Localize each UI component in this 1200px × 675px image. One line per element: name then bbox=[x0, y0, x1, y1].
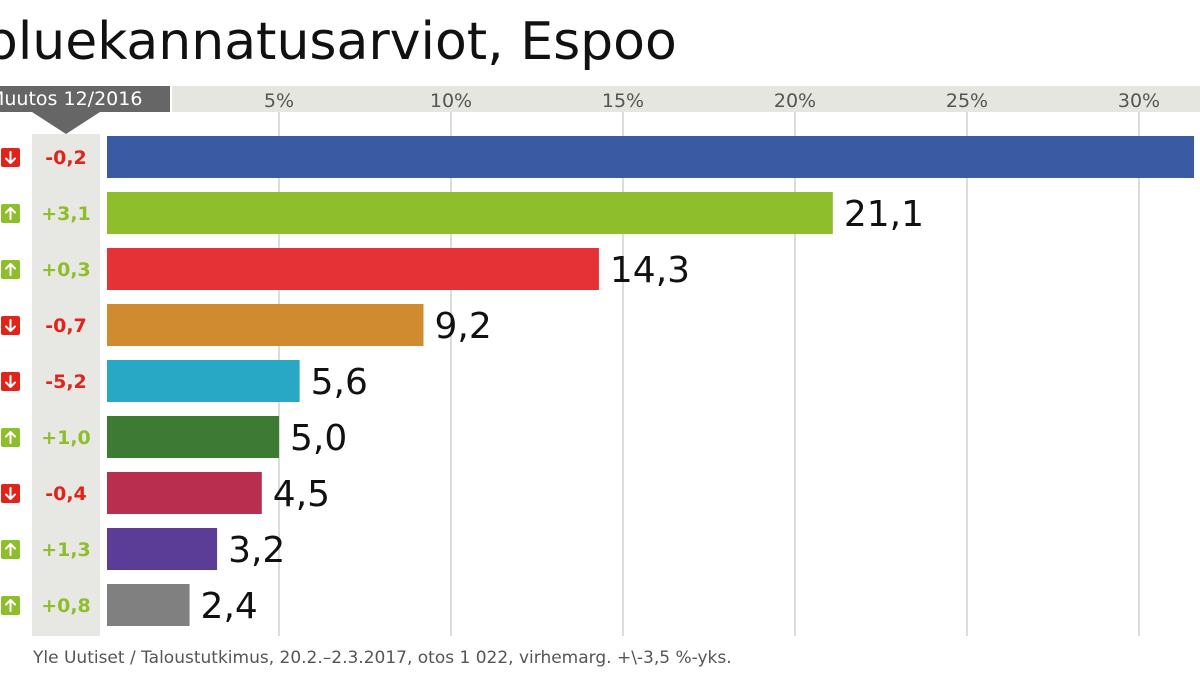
change-value: -5,2 bbox=[45, 371, 87, 393]
chart-title: oluekannatusarviot, Espoo bbox=[0, 12, 677, 72]
bar-value-label: 21,1 bbox=[844, 194, 924, 235]
bar-value-label: 4,5 bbox=[273, 474, 330, 515]
bar bbox=[107, 584, 190, 626]
arrow-down-glyph bbox=[5, 151, 16, 164]
axis-band bbox=[172, 86, 1200, 112]
change-header-pointer bbox=[32, 112, 100, 134]
bar bbox=[107, 360, 300, 402]
arrow-up-glyph bbox=[5, 431, 16, 444]
change-column-header: Muutos 12/2016 bbox=[0, 86, 170, 112]
bar-value-label: 14,3 bbox=[610, 250, 690, 291]
arrow-down-glyph bbox=[5, 375, 16, 388]
x-tick-label: 5% bbox=[264, 90, 294, 112]
change-value: +1,0 bbox=[41, 427, 91, 449]
x-tick-label: 15% bbox=[602, 90, 644, 112]
change-value: -0,4 bbox=[45, 483, 87, 505]
change-value: +0,8 bbox=[41, 595, 91, 617]
source-note: Yle Uutiset / Taloustutkimus, 20.2.–2.3.… bbox=[33, 648, 732, 668]
arrow-up-glyph bbox=[5, 263, 16, 276]
bar-value-label: 5,0 bbox=[290, 418, 347, 459]
arrow-up-glyph bbox=[5, 207, 16, 220]
change-value: -0,7 bbox=[45, 315, 87, 337]
bar-value-label: 2,4 bbox=[201, 586, 258, 627]
x-tick-label: 10% bbox=[430, 90, 472, 112]
arrow-down-glyph bbox=[5, 487, 16, 500]
bar bbox=[107, 304, 424, 346]
arrow-up-glyph bbox=[5, 599, 16, 612]
x-tick-label: 30% bbox=[1118, 90, 1160, 112]
x-tick-label: 25% bbox=[946, 90, 988, 112]
change-value: +3,1 bbox=[41, 203, 91, 225]
bar bbox=[107, 248, 599, 290]
change-value: +1,3 bbox=[41, 539, 91, 561]
arrow-up-glyph bbox=[5, 543, 16, 556]
arrow-down-glyph bbox=[5, 319, 16, 332]
change-value: +0,3 bbox=[41, 259, 91, 281]
bar bbox=[107, 136, 1195, 178]
bar-value-label: 3,2 bbox=[228, 530, 285, 571]
bar bbox=[107, 416, 279, 458]
bar-value-label: 5,6 bbox=[311, 362, 368, 403]
bar-value-label: 9,2 bbox=[434, 306, 491, 347]
bar bbox=[107, 192, 833, 234]
x-tick-label: 20% bbox=[774, 90, 816, 112]
change-column bbox=[32, 134, 100, 636]
change-value: -0,2 bbox=[45, 147, 87, 169]
bar bbox=[107, 472, 262, 514]
bar bbox=[107, 528, 218, 570]
